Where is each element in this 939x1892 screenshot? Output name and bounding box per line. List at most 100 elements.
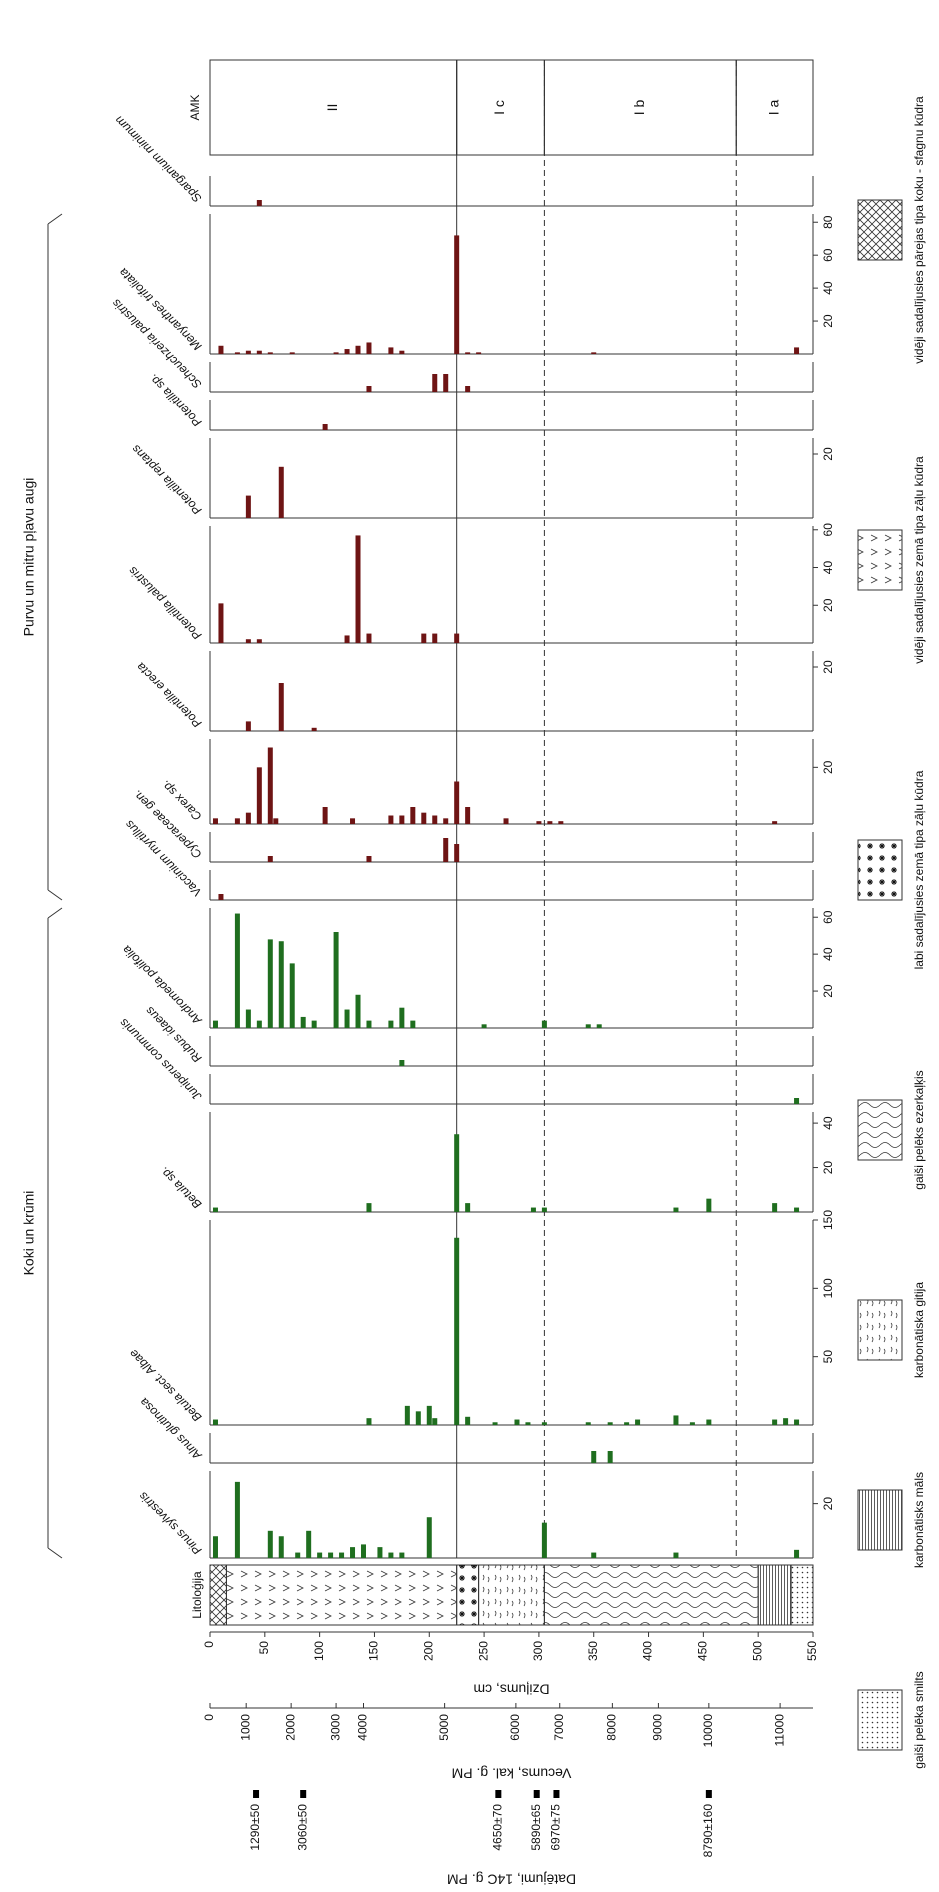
bar bbox=[399, 1552, 405, 1558]
bar bbox=[783, 1418, 789, 1425]
bar bbox=[421, 633, 427, 643]
bar bbox=[673, 1207, 679, 1212]
bar bbox=[267, 352, 273, 354]
date-label: 4650±70 bbox=[491, 1804, 505, 1851]
bar bbox=[607, 1451, 613, 1463]
bar bbox=[432, 633, 438, 643]
x-tick-label: 300 bbox=[531, 1641, 545, 1661]
bar bbox=[289, 352, 295, 354]
lithology-layer bbox=[478, 1564, 545, 1626]
age-tick-label: 10000 bbox=[701, 1714, 715, 1748]
lithology-layer bbox=[225, 1564, 458, 1626]
x-tick-label: 0 bbox=[202, 1641, 216, 1648]
bar bbox=[267, 939, 273, 1028]
bar bbox=[794, 347, 800, 354]
bar bbox=[344, 635, 350, 643]
bar bbox=[311, 727, 317, 731]
bar bbox=[514, 1419, 520, 1425]
bar bbox=[256, 200, 262, 206]
bar bbox=[794, 1098, 800, 1104]
bar bbox=[530, 1207, 536, 1212]
zone-label: I b bbox=[631, 100, 647, 116]
age-tick-label: 5000 bbox=[437, 1714, 451, 1741]
bar bbox=[454, 1134, 460, 1212]
x-tick-label: 50 bbox=[257, 1641, 271, 1655]
bar bbox=[366, 342, 372, 354]
bar bbox=[541, 1522, 547, 1558]
bar bbox=[366, 386, 372, 392]
bar bbox=[454, 633, 460, 643]
bar bbox=[399, 350, 405, 354]
bar bbox=[591, 1451, 597, 1463]
bar bbox=[245, 350, 251, 354]
zone-axis-label: AMK bbox=[188, 94, 202, 120]
bar bbox=[465, 1416, 471, 1425]
bar bbox=[388, 347, 394, 354]
bar bbox=[443, 818, 449, 824]
bar bbox=[355, 345, 361, 354]
bar bbox=[432, 815, 438, 824]
bar bbox=[322, 807, 328, 824]
bar bbox=[360, 1544, 366, 1558]
bar bbox=[333, 352, 339, 354]
y-tick-label: 20 bbox=[821, 598, 835, 612]
lithology-layer bbox=[790, 1564, 814, 1626]
lithology-layer bbox=[543, 1564, 759, 1626]
bar bbox=[256, 639, 262, 643]
bar bbox=[278, 683, 284, 731]
bar bbox=[212, 818, 218, 824]
age-tick-label: 7000 bbox=[552, 1714, 566, 1741]
legend-swatch bbox=[857, 1689, 903, 1751]
age-axis-title: Vecums, kal. g. PM bbox=[452, 1765, 572, 1781]
date-marker bbox=[533, 1790, 540, 1798]
group-label: Purvu un mitru pļavu augi bbox=[21, 478, 37, 637]
bar bbox=[454, 781, 460, 824]
bar bbox=[267, 747, 273, 824]
bar bbox=[333, 932, 339, 1028]
bar bbox=[503, 818, 509, 824]
bar bbox=[426, 1517, 432, 1558]
legend-swatch bbox=[857, 199, 903, 261]
bar bbox=[481, 1024, 487, 1028]
legend-label: vidēji sadalījusies zemā tipa zāļu kūdra bbox=[912, 456, 926, 664]
bar bbox=[558, 821, 564, 824]
y-tick-label: 60 bbox=[821, 523, 835, 537]
bar bbox=[245, 1009, 251, 1028]
y-tick-label: 20 bbox=[821, 660, 835, 674]
y-tick-label: 100 bbox=[821, 1278, 835, 1298]
lithology-layer bbox=[757, 1564, 792, 1626]
bar bbox=[317, 1552, 323, 1558]
bar bbox=[476, 352, 482, 354]
date-marker bbox=[495, 1790, 502, 1798]
bar bbox=[410, 807, 416, 824]
age-tick-label: 4000 bbox=[356, 1714, 370, 1741]
bar bbox=[399, 1060, 405, 1066]
bar bbox=[547, 821, 553, 824]
x-tick-label: 200 bbox=[421, 1641, 435, 1661]
bar bbox=[673, 1415, 679, 1425]
age-tick-label: 11000 bbox=[772, 1714, 786, 1747]
bar bbox=[541, 1422, 547, 1425]
y-tick-label: 150 bbox=[821, 1210, 835, 1230]
bar bbox=[421, 812, 427, 824]
bar bbox=[377, 1547, 383, 1558]
bar bbox=[322, 424, 328, 430]
bar bbox=[245, 812, 251, 824]
date-marker bbox=[705, 1790, 712, 1798]
bar bbox=[443, 838, 449, 862]
bar bbox=[794, 1419, 800, 1425]
bar bbox=[278, 941, 284, 1028]
x-axis-title: Dziļums, cm bbox=[473, 1681, 549, 1697]
y-tick-label: 20 bbox=[821, 1497, 835, 1511]
bar bbox=[404, 1405, 410, 1425]
lithology-layer bbox=[456, 1564, 480, 1626]
x-tick-label: 400 bbox=[641, 1641, 655, 1661]
date-label: 1290±50 bbox=[248, 1804, 262, 1851]
bar bbox=[245, 639, 251, 643]
bar bbox=[212, 1020, 218, 1028]
y-tick-label: 40 bbox=[821, 561, 835, 575]
y-tick-label: 80 bbox=[821, 215, 835, 229]
legend-label: vidēji sadalījusies pārejas tipa koku - … bbox=[912, 96, 926, 364]
date-label: 8790±160 bbox=[701, 1804, 715, 1858]
